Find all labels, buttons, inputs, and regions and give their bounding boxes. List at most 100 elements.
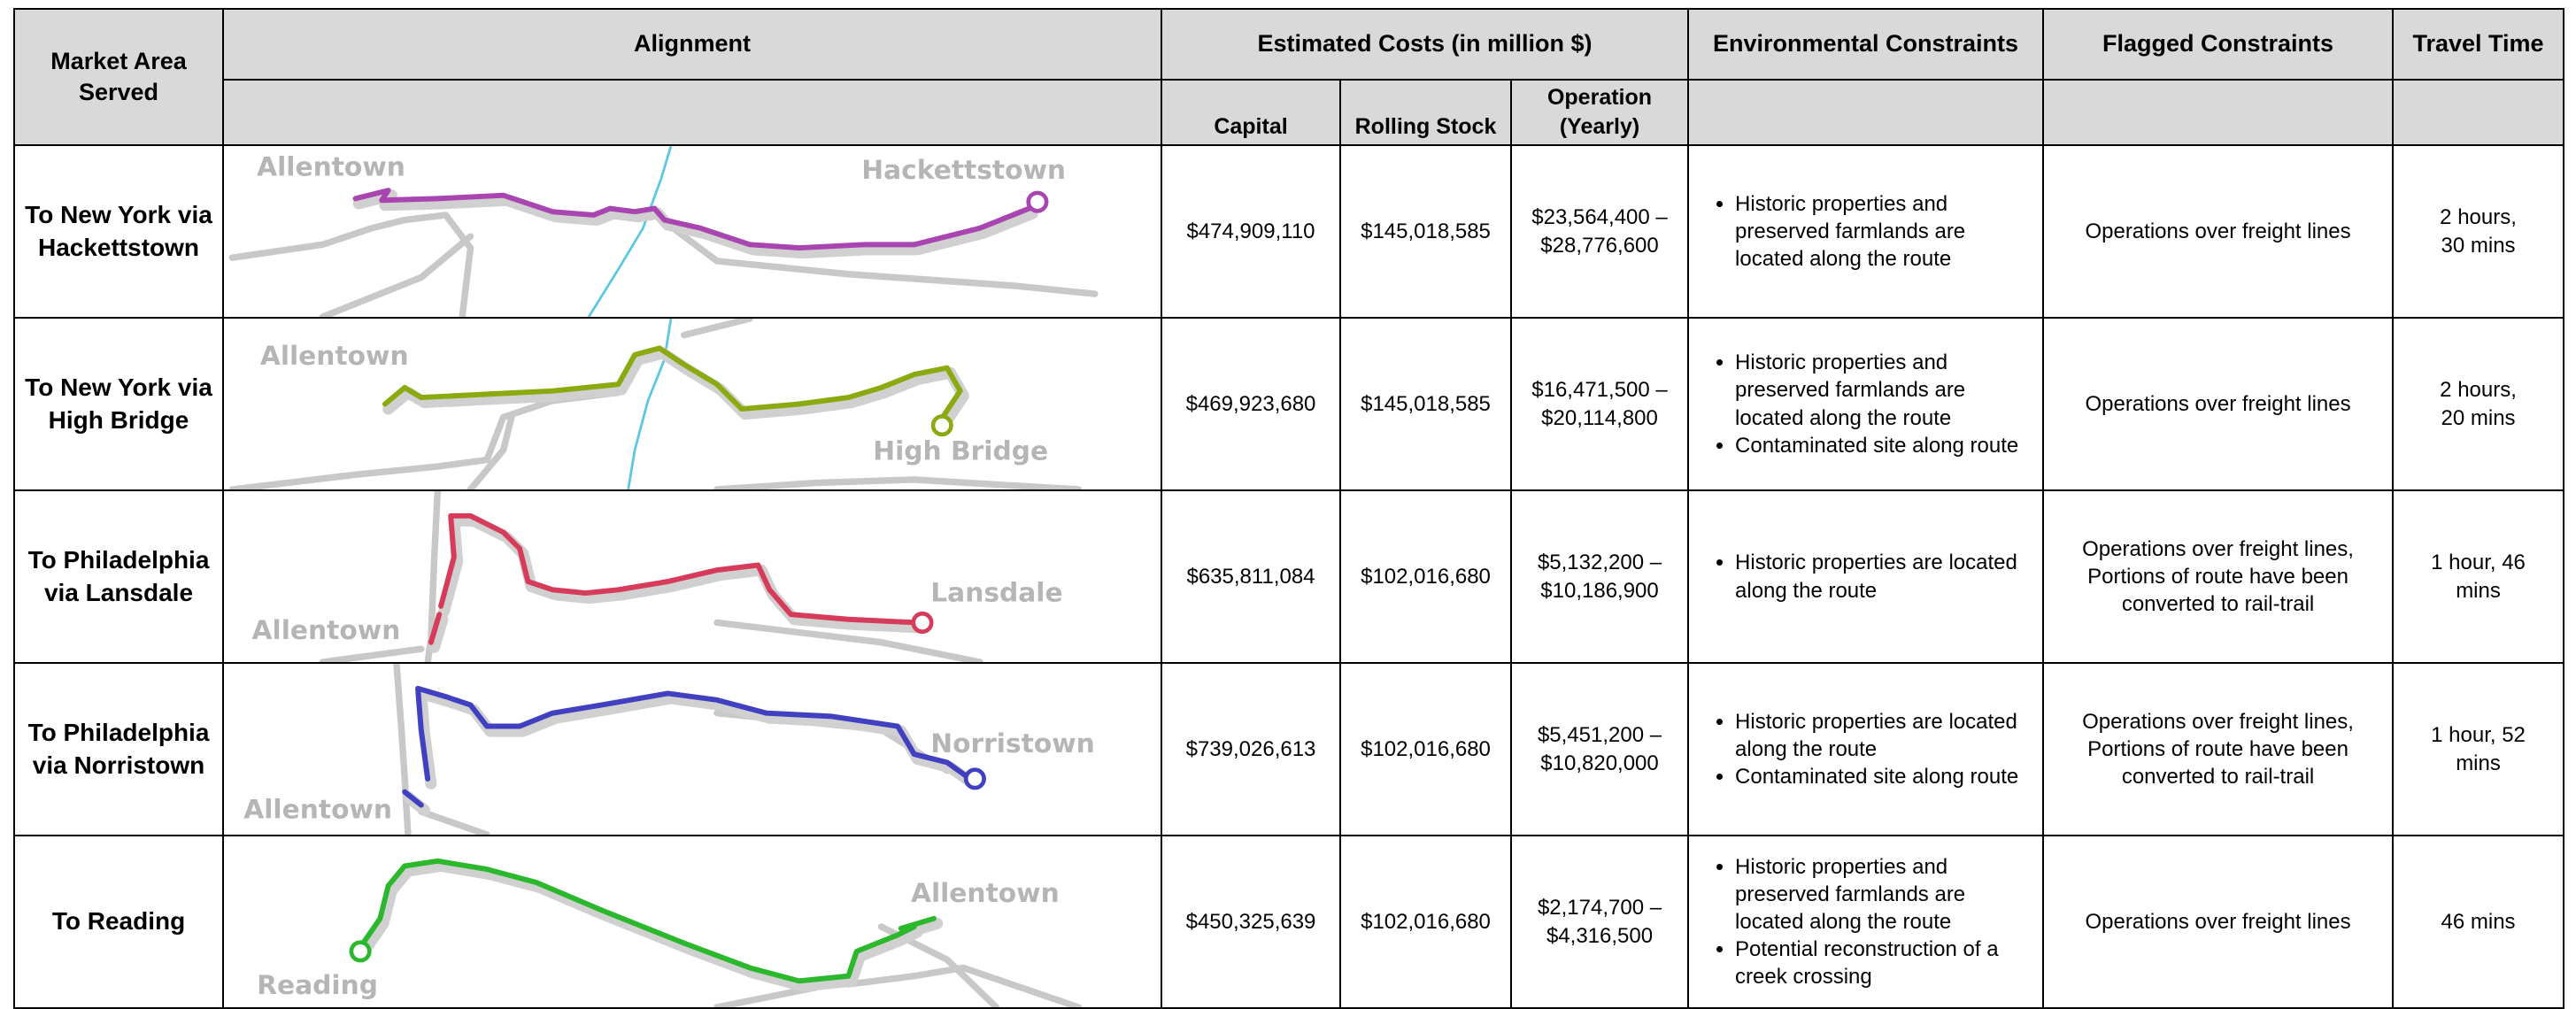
header-environmental: Environmental Constraints	[1687, 8, 2045, 81]
market-cell: To Reading	[13, 835, 224, 1009]
constraint-item: Contaminated site along route	[1735, 432, 2033, 459]
header-alignment: Alignment	[222, 8, 1162, 81]
road	[713, 476, 1082, 489]
map-label: Allentown	[911, 878, 1060, 909]
alignment-map: Allentown Hackettstown	[228, 147, 1099, 316]
route	[428, 512, 921, 645]
header-flagged: Flagged Constraints	[2042, 8, 2395, 81]
road	[681, 320, 753, 339]
header-operation: Operation (Yearly)	[1509, 79, 1690, 146]
constraint-list: Historic properties and preserved farmla…	[1705, 853, 2033, 991]
table-row: To New York via Hackettstown Allentown Hac…	[13, 144, 2565, 319]
constraint-list: Historic properties and preserved farmla…	[1705, 349, 2033, 459]
road	[319, 233, 474, 316]
road	[713, 619, 983, 661]
map-label: High Bridge	[873, 436, 1048, 467]
header-costs: Estimated Costs (in million $)	[1160, 8, 1690, 81]
rolling-stock-cell: $102,016,680	[1339, 835, 1512, 1009]
map-cell: Allentown Hackettstown	[222, 144, 1162, 319]
operation-cell: $5,132,200 – $10,186,900	[1509, 489, 1690, 664]
header-travel-time: Travel Time	[2392, 8, 2565, 81]
route-end	[930, 414, 953, 437]
constraint-item: Historic properties and preserved farmla…	[1735, 853, 2033, 936]
table-row: To Philadelphia via Norristown Allentown N…	[13, 662, 2565, 836]
road	[467, 413, 515, 489]
operation-cell: $5,451,200 – $10,820,000	[1509, 662, 1690, 836]
road	[228, 212, 474, 316]
table-body: To New York via Hackettstown Allentown Hac…	[13, 144, 2565, 1009]
map-cell: Allentown Reading	[222, 835, 1162, 1009]
river	[588, 147, 673, 316]
header-blank	[222, 79, 1162, 146]
market-cell: To Philadelphia via Lansdale	[13, 489, 224, 664]
table-row: To Philadelphia via Lansdale Allentown Lan…	[13, 489, 2565, 664]
constraint-list: Historic properties and preserved farmla…	[1705, 190, 2033, 273]
travel-time-cell: 2 hours, 30 mins	[2392, 144, 2565, 319]
environmental-cell: Historic properties and preserved farmla…	[1687, 144, 2045, 319]
alignment-map: Allentown Reading	[257, 858, 1082, 1006]
river	[627, 320, 673, 489]
constraint-item: Contaminated site along route	[1735, 763, 2033, 790]
header-capital: Capital	[1161, 79, 1341, 146]
table-row: To New York via High Bridge Allentown High…	[13, 317, 2565, 491]
travel-time-cell: 1 hour, 46 mins	[2392, 489, 2565, 664]
route-end	[911, 611, 934, 634]
operation-cell: $16,471,500 – $20,114,800	[1509, 317, 1690, 491]
table-row: To Reading Allentown Reading $450,325,639 $1…	[13, 835, 2565, 1009]
map-label: Reading	[257, 970, 378, 1001]
road	[418, 808, 490, 834]
route-shadow	[352, 189, 1038, 259]
operation-cell: $2,174,700 – $4,316,500	[1509, 835, 1690, 1009]
map-label: Hackettstown	[861, 155, 1066, 186]
route-shadow	[402, 687, 980, 816]
rolling-stock-cell: $145,018,585	[1339, 144, 1512, 319]
road	[424, 492, 441, 661]
route	[382, 345, 963, 424]
route	[352, 188, 1032, 251]
market-cell: To Philadelphia via Norristown	[13, 662, 224, 836]
market-cell: To New York via Hackettstown	[13, 144, 224, 319]
map-label: Norristown	[930, 728, 1095, 759]
operation-cell: $23,564,400 – $28,776,600	[1509, 144, 1690, 319]
constraint-item: Potential reconstruction of a creek cros…	[1735, 936, 2033, 990]
travel-time-cell: 46 mins	[2392, 835, 2565, 1009]
rolling-stock-cell: $102,016,680	[1339, 662, 1512, 836]
route-end	[963, 767, 986, 790]
route-end	[349, 940, 372, 963]
alignment-map: Allentown Norristown	[243, 665, 1095, 834]
alignment-map: Allentown Lansdale	[252, 492, 1063, 661]
map-label: Allentown	[252, 615, 401, 646]
capital-cell: $474,909,110	[1161, 144, 1341, 319]
road	[845, 964, 1082, 1006]
flagged-cell: Operations over freight lines	[2042, 144, 2395, 319]
alternatives-table: Market Area Served Alignment Estimated C…	[13, 8, 2565, 1009]
environmental-cell: Historic properties are located along th…	[1687, 489, 2045, 664]
header-blank	[2392, 79, 2565, 146]
header-market: Market Area Served	[13, 8, 224, 146]
road	[319, 645, 425, 661]
header-blank	[2042, 79, 2395, 146]
map-label: Allentown	[243, 794, 392, 825]
map-cell: Allentown Lansdale	[222, 489, 1162, 664]
constraint-list: Historic properties are located along th…	[1705, 708, 2033, 791]
market-cell: To New York via High Bridge	[13, 317, 224, 491]
map-label: Allentown	[260, 341, 409, 372]
travel-time-cell: 1 hour, 52 mins	[2392, 662, 2565, 836]
map-label: Lansdale	[930, 577, 1062, 608]
constraint-item: Historic properties and preserved farmla…	[1735, 190, 2033, 273]
constraint-list: Historic properties are located along th…	[1705, 549, 2033, 604]
constraint-item: Historic properties are located along th…	[1735, 708, 2033, 763]
environmental-cell: Historic properties are located along th…	[1687, 662, 2045, 836]
map-cell: Allentown Norristown	[222, 662, 1162, 836]
map-cell: Allentown High Bridge	[222, 317, 1162, 491]
flagged-cell: Operations over freight lines, Portions …	[2042, 489, 2395, 664]
constraint-item: Historic properties are located along th…	[1735, 549, 2033, 604]
travel-time-cell: 2 hours, 20 mins	[2392, 317, 2565, 491]
route	[402, 685, 973, 808]
environmental-cell: Historic properties and preserved farmla…	[1687, 317, 2045, 491]
alignment-map: Allentown High Bridge	[228, 320, 1082, 489]
route-end	[1026, 190, 1049, 213]
header-blank	[1687, 79, 2045, 146]
capital-cell: $739,026,613	[1161, 662, 1341, 836]
